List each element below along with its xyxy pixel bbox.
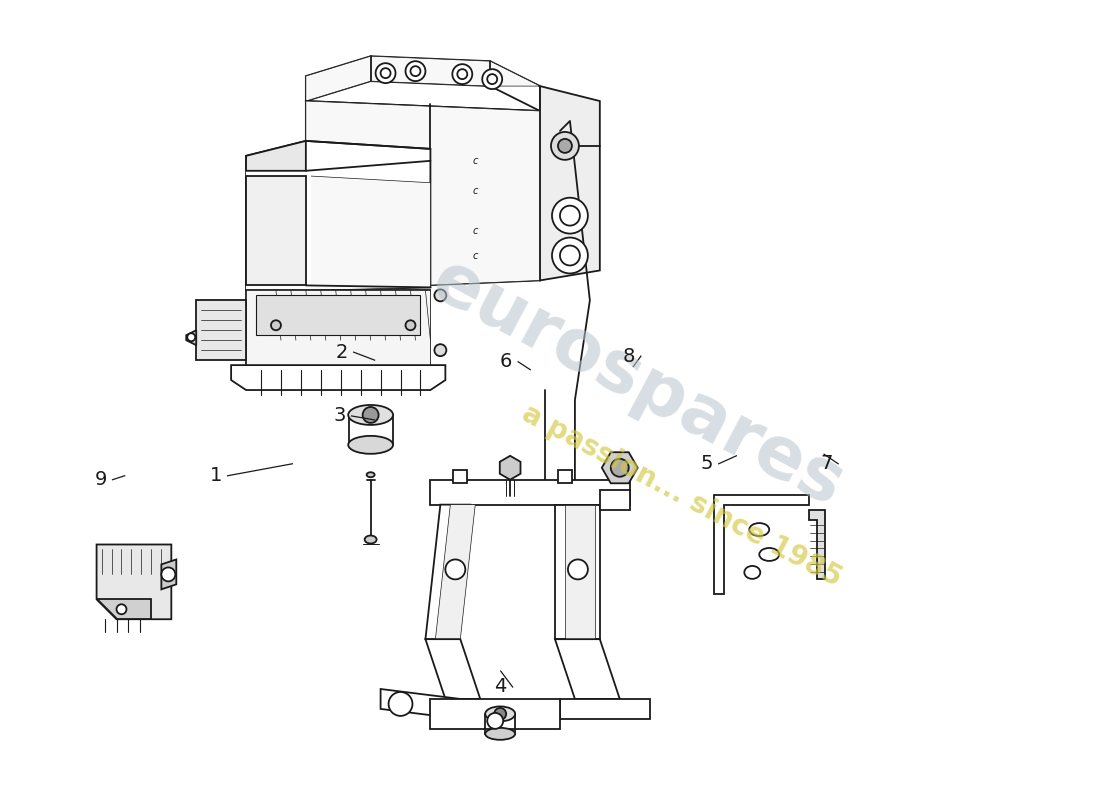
Text: c: c [473,250,477,261]
Text: 6: 6 [500,352,513,371]
Circle shape [482,69,503,89]
Text: 7: 7 [821,454,833,474]
Circle shape [363,407,378,423]
Circle shape [406,320,416,330]
Polygon shape [306,56,540,101]
Polygon shape [558,470,572,482]
Polygon shape [381,689,460,719]
Polygon shape [231,365,446,390]
Polygon shape [540,86,600,281]
Polygon shape [97,599,152,619]
Polygon shape [453,470,468,482]
Ellipse shape [485,706,515,722]
Text: 2: 2 [336,342,348,362]
Text: 8: 8 [623,346,635,366]
Circle shape [434,290,447,302]
Polygon shape [246,290,430,370]
Polygon shape [430,480,629,505]
Polygon shape [430,699,560,729]
Polygon shape [306,101,540,290]
Text: 1: 1 [209,466,222,486]
Polygon shape [246,176,430,290]
Polygon shape [186,330,196,345]
Text: 5: 5 [701,454,713,474]
Circle shape [558,139,572,153]
Polygon shape [602,452,638,483]
Text: 9: 9 [95,470,107,490]
Polygon shape [600,490,629,510]
Text: c: c [473,226,477,235]
Polygon shape [810,510,825,579]
Circle shape [162,567,175,582]
Text: 3: 3 [333,406,345,426]
Polygon shape [499,456,520,480]
Text: 4: 4 [495,678,507,697]
Ellipse shape [745,566,760,579]
Circle shape [552,238,587,274]
Circle shape [406,61,426,81]
Ellipse shape [364,535,376,543]
Circle shape [446,559,465,579]
Polygon shape [306,56,540,111]
Polygon shape [306,101,540,290]
Circle shape [375,63,396,83]
Circle shape [434,344,447,356]
Polygon shape [246,141,306,170]
Circle shape [487,713,503,729]
Ellipse shape [349,436,393,454]
Polygon shape [426,505,471,639]
Polygon shape [97,545,172,619]
Text: a passion... since 1985: a passion... since 1985 [517,399,846,592]
Polygon shape [246,156,311,290]
Polygon shape [256,295,420,335]
Ellipse shape [366,472,375,478]
Polygon shape [556,505,600,639]
Circle shape [494,708,506,720]
Polygon shape [560,699,650,719]
Polygon shape [246,290,430,370]
Circle shape [610,458,629,477]
Ellipse shape [749,523,769,536]
Circle shape [187,334,195,342]
Polygon shape [565,505,595,639]
Polygon shape [556,639,619,699]
Circle shape [117,604,126,614]
Polygon shape [246,176,306,286]
Polygon shape [162,559,176,590]
Polygon shape [196,300,246,360]
Circle shape [452,64,472,84]
Text: eurospares: eurospares [420,246,856,522]
Polygon shape [426,639,481,699]
Ellipse shape [349,405,393,425]
Ellipse shape [485,728,515,740]
Ellipse shape [759,548,779,561]
Circle shape [551,132,579,160]
Circle shape [568,559,587,579]
Text: c: c [473,186,477,196]
Circle shape [552,198,587,234]
Polygon shape [246,141,430,290]
Circle shape [271,320,281,330]
Circle shape [388,692,412,716]
Text: c: c [473,156,477,166]
Polygon shape [714,494,810,594]
Polygon shape [436,505,475,639]
